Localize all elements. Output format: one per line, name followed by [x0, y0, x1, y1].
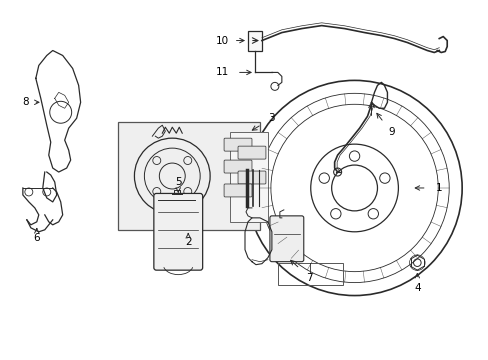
FancyBboxPatch shape [224, 138, 251, 151]
Text: 6: 6 [33, 233, 40, 243]
Text: 7: 7 [306, 273, 312, 283]
Bar [118, 122, 260, 230]
FancyBboxPatch shape [224, 184, 251, 197]
Bar [277, 263, 342, 285]
Text: 5: 5 [175, 177, 181, 187]
Text: 11: 11 [215, 67, 228, 77]
Text: 8: 8 [22, 97, 29, 107]
Text: 1: 1 [435, 183, 442, 193]
Bar [229, 132, 267, 222]
FancyBboxPatch shape [154, 193, 202, 270]
Text: 3: 3 [268, 113, 275, 123]
Text: 10: 10 [215, 36, 228, 46]
FancyBboxPatch shape [238, 171, 265, 184]
FancyBboxPatch shape [238, 146, 265, 159]
Text: 4: 4 [413, 283, 420, 293]
FancyBboxPatch shape [269, 216, 303, 262]
Text: 2: 2 [184, 237, 191, 247]
Text: 9: 9 [387, 127, 394, 137]
Bar [247, 31, 262, 50]
FancyBboxPatch shape [224, 160, 251, 173]
